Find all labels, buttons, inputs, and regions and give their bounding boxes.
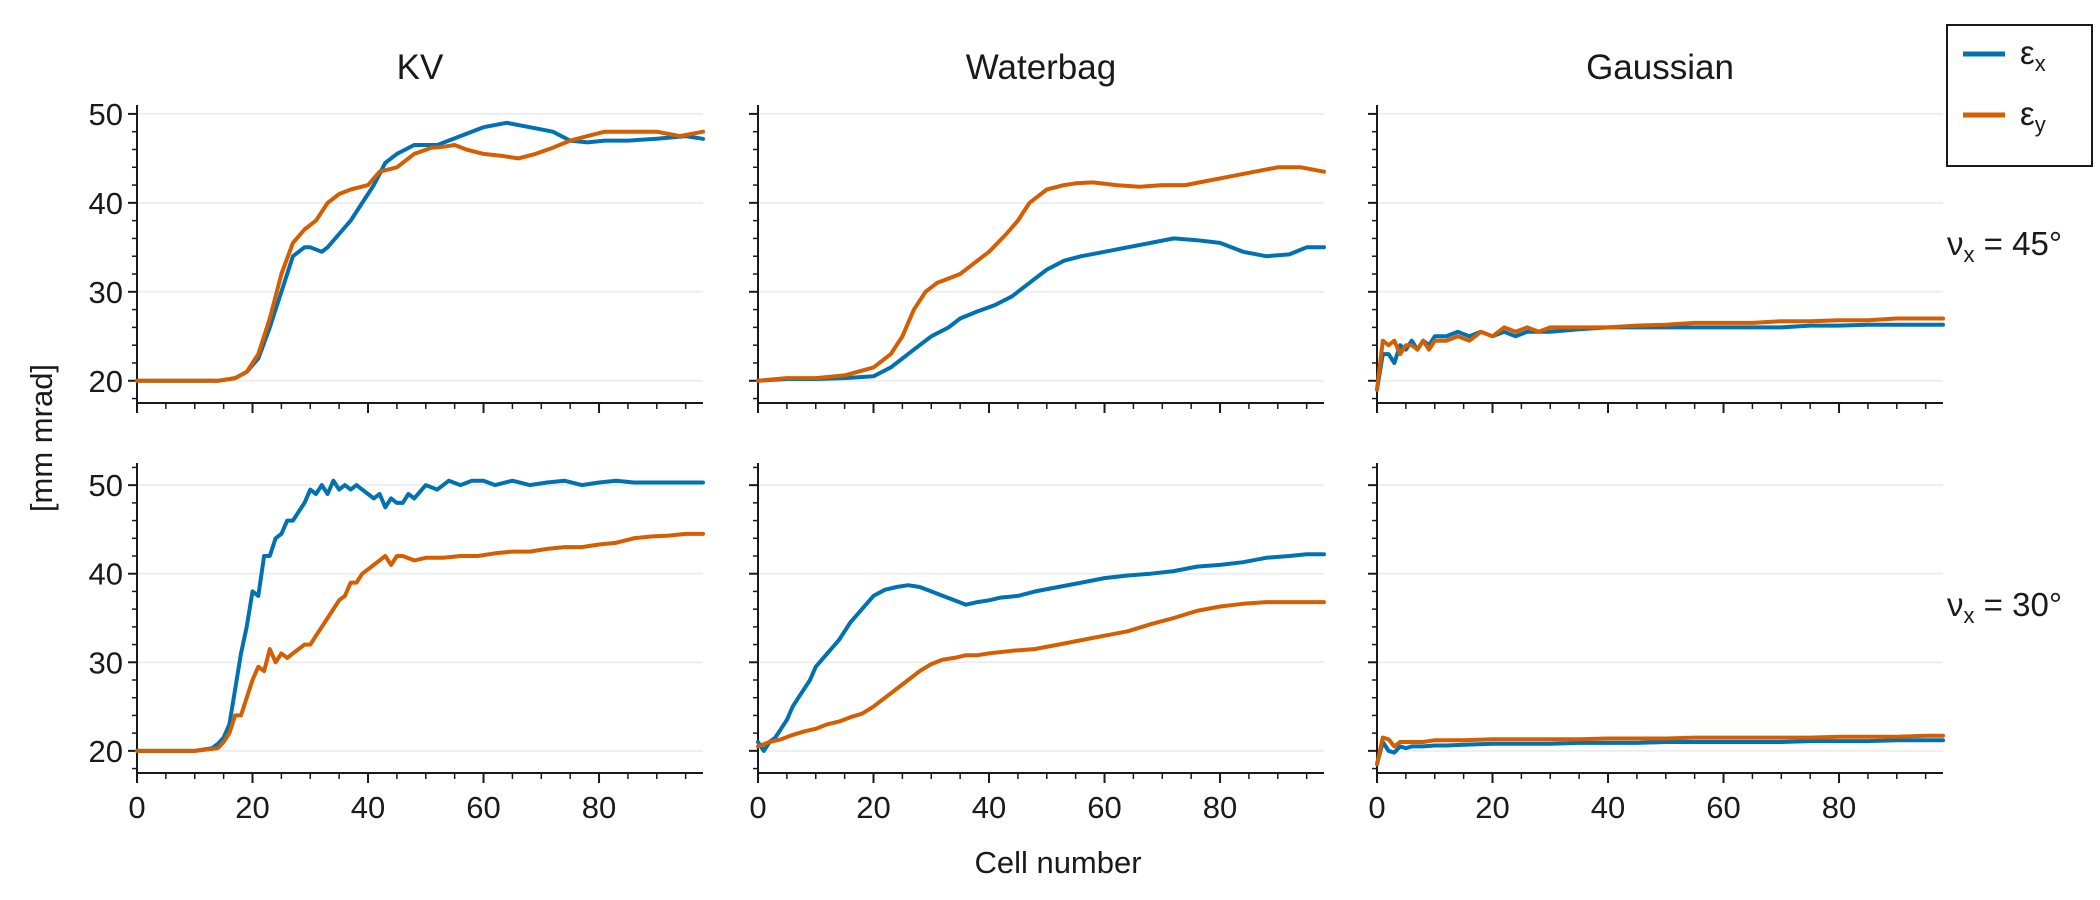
x-tick-label: 40 [351,790,385,825]
panel-r1-c1-series-ex [756,552,1326,753]
legend-label-x: εx [2020,34,2046,76]
x-tick-label: 0 [749,790,766,825]
legend-label-y: εy [2020,95,2046,137]
x-tick-label: 0 [128,790,145,825]
x-tick-label: 80 [1203,790,1237,825]
row-label-0: νx = 45° [1947,225,2062,267]
x-tick-label: 60 [466,790,500,825]
panel-r0-c0-series-ex [135,120,705,383]
y-tick-label: 20 [89,364,123,399]
panel-r0-c2-series-ey [1375,316,1945,392]
x-tick-label: 20 [235,790,269,825]
panel-r1-c2-series-ey [1375,733,1945,767]
panel-r0-c0-series-ey [135,129,705,383]
panel-r1-c1-series-ey [756,600,1326,749]
column-title-gaussian: Gaussian [1586,48,1734,87]
y-tick-label: 30 [89,645,123,680]
x-tick-label: 40 [972,790,1006,825]
panel-r0-c1-series-ey [756,165,1326,383]
y-tick-label: 40 [89,186,123,221]
column-title-waterbag: Waterbag [966,48,1116,87]
row-label-1: νx = 30° [1947,586,2062,628]
y-axis-label: [mm mrad] [24,364,59,512]
x-tick-label: 60 [1087,790,1121,825]
legend [1946,24,2093,167]
x-tick-label: 60 [1706,790,1740,825]
x-axis-label: Cell number [974,845,1141,880]
panel-r1-c0-series-ey [135,531,705,753]
y-tick-label: 50 [89,468,123,503]
x-tick-label: 20 [856,790,890,825]
x-tick-label: 0 [1368,790,1385,825]
panel-r0-c1-series-ex [756,236,1326,383]
x-tick-label: 40 [1591,790,1625,825]
y-tick-label: 50 [89,97,123,132]
y-tick-label: 20 [89,734,123,769]
panel-r1-c0-series-ex [135,478,705,753]
y-tick-label: 40 [89,557,123,592]
x-tick-label: 80 [1822,790,1856,825]
column-title-kv: KV [397,48,444,87]
y-tick-label: 30 [89,275,123,310]
x-tick-label: 20 [1475,790,1509,825]
panel-r1-c2-series-ex [1375,738,1945,767]
x-tick-label: 80 [582,790,616,825]
